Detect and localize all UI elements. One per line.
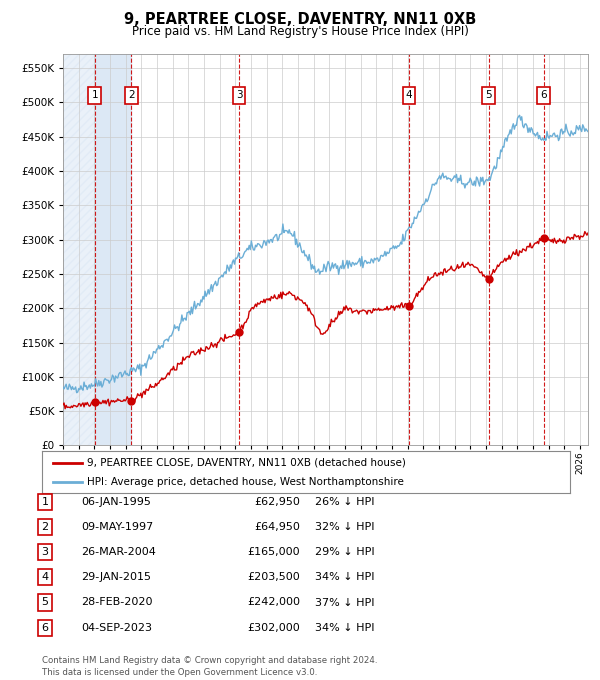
Text: 4: 4 bbox=[41, 573, 49, 582]
Text: £64,950: £64,950 bbox=[254, 522, 300, 532]
Text: 6: 6 bbox=[541, 90, 547, 101]
Text: £62,950: £62,950 bbox=[254, 497, 300, 507]
Text: 9, PEARTREE CLOSE, DAVENTRY, NN11 0XB: 9, PEARTREE CLOSE, DAVENTRY, NN11 0XB bbox=[124, 12, 476, 27]
Text: 37% ↓ HPI: 37% ↓ HPI bbox=[315, 598, 374, 607]
Text: 29% ↓ HPI: 29% ↓ HPI bbox=[315, 547, 374, 557]
Text: 2: 2 bbox=[128, 90, 134, 101]
Text: 29-JAN-2015: 29-JAN-2015 bbox=[81, 573, 151, 582]
Text: 9, PEARTREE CLOSE, DAVENTRY, NN11 0XB (detached house): 9, PEARTREE CLOSE, DAVENTRY, NN11 0XB (d… bbox=[87, 458, 406, 468]
Text: 3: 3 bbox=[41, 547, 49, 557]
Text: 1: 1 bbox=[91, 90, 98, 101]
Text: 5: 5 bbox=[41, 598, 49, 607]
Text: 5: 5 bbox=[485, 90, 492, 101]
Text: £242,000: £242,000 bbox=[247, 598, 300, 607]
Text: 26% ↓ HPI: 26% ↓ HPI bbox=[315, 497, 374, 507]
Text: HPI: Average price, detached house, West Northamptonshire: HPI: Average price, detached house, West… bbox=[87, 477, 404, 488]
Text: £165,000: £165,000 bbox=[247, 547, 300, 557]
Text: £203,500: £203,500 bbox=[247, 573, 300, 582]
Text: 1: 1 bbox=[41, 497, 49, 507]
Text: 28-FEB-2020: 28-FEB-2020 bbox=[81, 598, 152, 607]
Text: 34% ↓ HPI: 34% ↓ HPI bbox=[315, 573, 374, 582]
Text: 3: 3 bbox=[236, 90, 242, 101]
Text: 32% ↓ HPI: 32% ↓ HPI bbox=[315, 522, 374, 532]
Text: 4: 4 bbox=[406, 90, 412, 101]
Text: 06-JAN-1995: 06-JAN-1995 bbox=[81, 497, 151, 507]
Text: 04-SEP-2023: 04-SEP-2023 bbox=[81, 623, 152, 632]
Text: £302,000: £302,000 bbox=[247, 623, 300, 632]
Text: 26-MAR-2004: 26-MAR-2004 bbox=[81, 547, 156, 557]
Text: 09-MAY-1997: 09-MAY-1997 bbox=[81, 522, 153, 532]
Bar bbox=[95, 54, 131, 445]
Text: Price paid vs. HM Land Registry's House Price Index (HPI): Price paid vs. HM Land Registry's House … bbox=[131, 25, 469, 38]
Text: 34% ↓ HPI: 34% ↓ HPI bbox=[315, 623, 374, 632]
Text: 6: 6 bbox=[41, 623, 49, 632]
Text: 2: 2 bbox=[41, 522, 49, 532]
Text: Contains HM Land Registry data © Crown copyright and database right 2024.
This d: Contains HM Land Registry data © Crown c… bbox=[42, 656, 377, 677]
Bar bbox=[63, 54, 95, 445]
